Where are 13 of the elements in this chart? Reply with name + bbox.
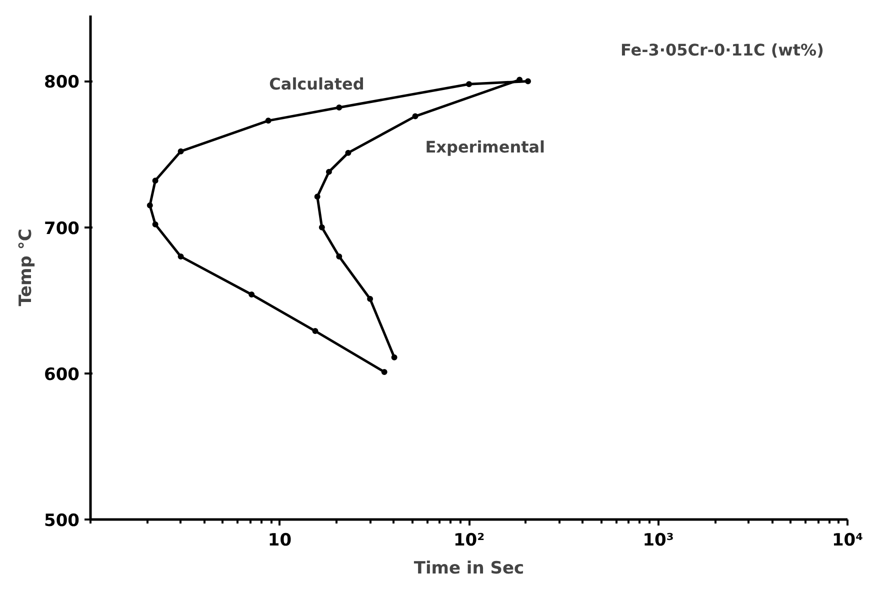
x-tick-label: 10³ xyxy=(642,530,674,550)
y-axis-title: Temp °C xyxy=(16,228,36,306)
annotation: Fe-3·05Cr-0·11C (wt%) xyxy=(620,40,824,60)
x-tick-label: 10⁴ xyxy=(832,530,864,550)
y-tick-label: 600 xyxy=(44,364,80,385)
x-axis-title: Time in Sec xyxy=(414,558,524,578)
y-tick-label: 500 xyxy=(44,511,80,531)
x-tick-label: 10 xyxy=(268,530,292,550)
series-label: Experimental xyxy=(425,137,546,156)
series-label: Calculated xyxy=(269,74,364,94)
y-tick-label: 800 xyxy=(44,72,80,93)
y-tick-label: 700 xyxy=(44,218,80,239)
x-tick-label: 10² xyxy=(453,530,485,550)
